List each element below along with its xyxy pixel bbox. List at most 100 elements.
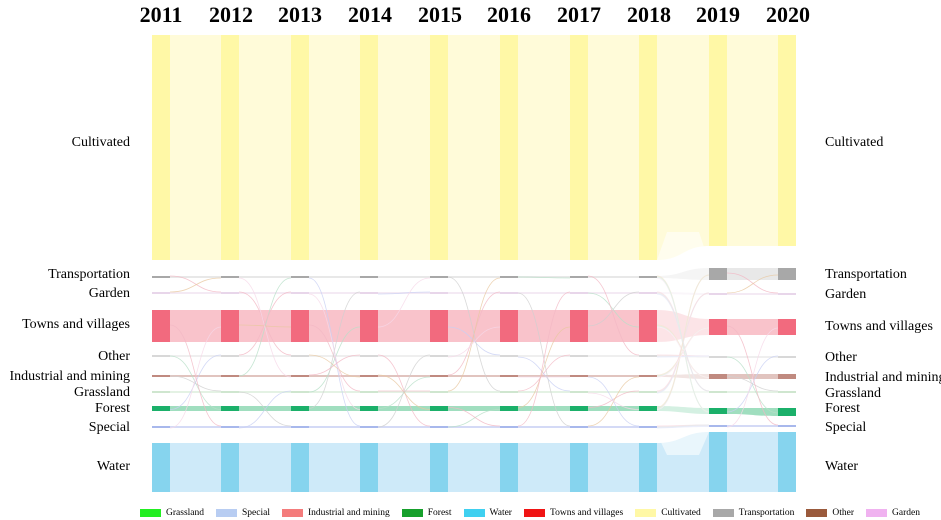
node-grassland bbox=[570, 391, 588, 393]
transition-line bbox=[377, 291, 431, 295]
transition-line bbox=[726, 376, 779, 392]
year-label: 2013 bbox=[278, 2, 322, 27]
node-water bbox=[291, 443, 309, 492]
transition-line bbox=[726, 325, 779, 426]
flow-other bbox=[518, 355, 570, 357]
transition-line bbox=[587, 291, 640, 327]
node-special bbox=[709, 425, 727, 427]
flow-special bbox=[518, 426, 570, 428]
legend-swatch bbox=[635, 509, 657, 517]
node-transportation bbox=[570, 276, 588, 278]
flow-water bbox=[518, 443, 570, 492]
left-label-transportation: Transportation bbox=[48, 267, 130, 282]
flow-water bbox=[309, 443, 360, 492]
transition-line bbox=[447, 326, 501, 358]
transition-line bbox=[726, 327, 779, 428]
year-label: 2014 bbox=[348, 2, 392, 27]
legend-swatch bbox=[712, 509, 734, 517]
right-label-special: Special bbox=[825, 420, 867, 435]
flow-other bbox=[170, 355, 221, 357]
legend-item-transportation: Transportation bbox=[712, 507, 795, 519]
legend-label: Transportation bbox=[738, 508, 795, 518]
flow-forest bbox=[309, 406, 360, 411]
node-other bbox=[778, 356, 796, 358]
flow-forest bbox=[170, 406, 221, 411]
flow-cultivated bbox=[657, 35, 709, 260]
legend: Grassland Special Industrial and mining … bbox=[140, 506, 932, 520]
node-transportation bbox=[291, 276, 309, 278]
node-garden bbox=[639, 292, 657, 294]
transition-line bbox=[726, 356, 779, 414]
node-transportation bbox=[430, 276, 448, 278]
flow-special bbox=[309, 426, 360, 428]
node-garden bbox=[778, 293, 796, 295]
node-other bbox=[430, 355, 448, 357]
transition-line bbox=[308, 326, 361, 393]
node-industrial-and-mining bbox=[500, 375, 518, 377]
flow-transportation bbox=[588, 276, 639, 278]
flow-grassland bbox=[239, 391, 291, 393]
transition-line bbox=[169, 324, 222, 427]
legend-label: Garden bbox=[892, 508, 920, 518]
right-label-towns-and-villages: Towns and villages bbox=[825, 319, 933, 334]
legend-item-industrial-and-mining: Industrial and mining bbox=[281, 507, 390, 519]
right-label-industrial-and-mining: Industrial and mining bbox=[825, 370, 941, 385]
transition-line bbox=[308, 293, 361, 410]
left-label-cultivated: Cultivated bbox=[71, 135, 130, 150]
node-water bbox=[360, 443, 378, 492]
node-cultivated bbox=[430, 35, 448, 260]
node-transportation bbox=[639, 276, 657, 278]
node-forest bbox=[709, 408, 727, 414]
transition-line bbox=[308, 324, 361, 392]
flow-grassland bbox=[727, 391, 778, 393]
node-cultivated bbox=[152, 35, 170, 260]
left-label-forest: Forest bbox=[95, 401, 130, 416]
node-water bbox=[221, 443, 239, 492]
node-special bbox=[360, 426, 378, 428]
node-special bbox=[430, 426, 448, 428]
flow-garden bbox=[448, 292, 500, 294]
flow-garden bbox=[727, 293, 778, 295]
node-industrial-and-mining bbox=[430, 375, 448, 377]
flow-industrial-and-mining bbox=[448, 375, 500, 377]
flow-transportation bbox=[448, 276, 500, 278]
flow-other bbox=[588, 355, 639, 357]
node-forest bbox=[500, 406, 518, 411]
node-transportation bbox=[221, 276, 239, 278]
transition-mask bbox=[657, 232, 709, 455]
node-forest bbox=[152, 406, 170, 411]
node-other bbox=[570, 355, 588, 357]
node-special bbox=[639, 426, 657, 428]
flow-special bbox=[170, 426, 221, 428]
node-special bbox=[500, 426, 518, 428]
transition-line bbox=[517, 291, 571, 427]
flow-other bbox=[727, 356, 778, 358]
node-special bbox=[570, 426, 588, 428]
node-industrial-and-mining bbox=[291, 375, 309, 377]
node-transportation bbox=[500, 276, 518, 278]
node-cultivated bbox=[778, 35, 796, 246]
flow-forest bbox=[588, 406, 639, 411]
transition-line bbox=[238, 391, 292, 427]
transition-line bbox=[587, 292, 640, 328]
node-grassland bbox=[639, 391, 657, 393]
transition-line bbox=[169, 375, 222, 392]
node-garden bbox=[570, 292, 588, 294]
node-towns-and-villages bbox=[709, 319, 727, 335]
transition-line bbox=[447, 276, 501, 392]
flow-towns-and-villages bbox=[378, 310, 430, 342]
node-towns-and-villages bbox=[778, 319, 796, 335]
flow-industrial-and-mining bbox=[378, 375, 430, 377]
flow-special bbox=[378, 426, 430, 428]
flow-garden bbox=[239, 292, 291, 294]
flow-other bbox=[378, 355, 430, 357]
flow-industrial-and-mining bbox=[309, 375, 360, 377]
right-label-grassland: Grassland bbox=[825, 386, 881, 401]
node-forest bbox=[360, 406, 378, 411]
node-other bbox=[500, 355, 518, 357]
left-label-industrial-and-mining: Industrial and mining bbox=[9, 369, 130, 384]
transition-line bbox=[238, 291, 292, 356]
node-industrial-and-mining bbox=[152, 375, 170, 377]
transition-line bbox=[447, 407, 501, 427]
